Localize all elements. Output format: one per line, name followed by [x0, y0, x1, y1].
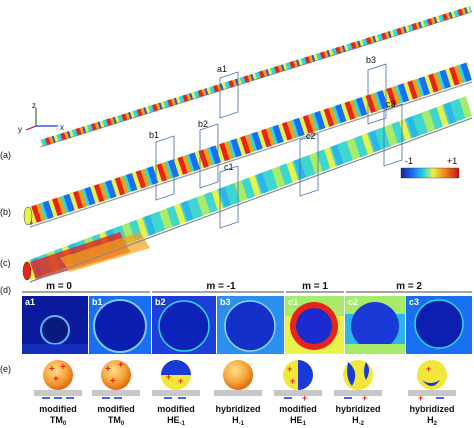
group-header-m1: m = 1 — [302, 281, 328, 292]
tile-c3 — [406, 296, 472, 354]
sketch-mode-2: + + + — [92, 360, 140, 399]
svg-text:+: + — [118, 360, 124, 371]
svg-text:+: + — [60, 362, 66, 373]
mode-caption-1-line2: TM0 — [50, 415, 67, 427]
axis-label-z: z — [32, 101, 36, 110]
svg-text:+: + — [105, 364, 111, 375]
svg-text:+: + — [53, 374, 59, 385]
mode-caption-7-line1: hybridized — [409, 404, 454, 414]
mode-caption-4-line1: hybridized — [215, 404, 260, 414]
svg-text:+: + — [178, 376, 183, 386]
plane-label-c2: c2 — [306, 131, 316, 141]
svg-text:+: + — [166, 372, 171, 382]
plane-label-b2: b2 — [198, 119, 208, 129]
svg-text:+: + — [49, 364, 55, 375]
mode-caption-6-line1: hybridized — [335, 404, 380, 414]
plane-label-c3: c3 — [386, 99, 396, 109]
tile-b1 — [89, 296, 151, 354]
tile-a1 — [22, 296, 88, 354]
plane-a1 — [219, 71, 239, 119]
panel-label-a: (a) — [0, 150, 11, 160]
plane-c2 — [299, 133, 319, 197]
tile-label-b1: b1 — [92, 297, 103, 307]
mode-caption-3-line2: HE-1 — [167, 415, 186, 427]
mode-caption-2-line1: modified — [97, 404, 135, 414]
fiber-b — [23, 62, 473, 228]
mode-caption-5-line1: modified — [279, 404, 317, 414]
sketch-mode-5: + + + — [274, 360, 322, 403]
mode-caption-2-line2: TM0 — [108, 415, 125, 427]
mode-caption-4-line2: H-1 — [232, 415, 244, 427]
svg-text:+: + — [362, 393, 367, 403]
panel-label-d: (d) — [0, 285, 11, 295]
tile-label-c3: c3 — [409, 297, 419, 307]
tile-label-a1: a1 — [25, 297, 35, 307]
svg-text:+: + — [290, 376, 295, 386]
sketch-mode-6: + — [334, 360, 382, 403]
cross-section-planes — [155, 63, 403, 229]
plane-c3 — [383, 103, 403, 167]
fiber-c — [22, 96, 473, 283]
mode-caption-3-line1: modified — [157, 404, 195, 414]
panel-label-b: (b) — [0, 207, 11, 217]
sketch-mode-7: + + — [408, 360, 456, 403]
plane-label-a1: a1 — [217, 64, 227, 74]
axis-label-x: x — [60, 123, 64, 132]
plane-b3 — [367, 63, 387, 125]
colorbar — [400, 167, 460, 179]
plane-b1 — [155, 135, 175, 201]
fiber-a — [39, 6, 473, 148]
group-header-m2: m = 2 — [396, 281, 422, 292]
tile-b2 — [152, 296, 216, 354]
tile-b3 — [217, 296, 284, 354]
mode-caption-6-line2: H-2 — [352, 415, 364, 427]
mode-captions: modified TM0 modified TM0 modified HE-1 … — [39, 404, 454, 427]
tile-c2 — [345, 296, 405, 354]
axis-label-y: y — [18, 125, 22, 134]
tile-label-c2: c2 — [348, 297, 358, 307]
coordinate-axes-icon — [25, 108, 58, 131]
panel-label-c: (c) — [0, 258, 11, 268]
mode-caption-5-line2: HE1 — [290, 415, 307, 427]
charge-sketches: + + + + + + + + — [34, 360, 456, 403]
tile-label-c1: c1 — [288, 297, 298, 307]
svg-text:+: + — [287, 364, 292, 374]
sketch-mode-1: + + + — [34, 360, 82, 399]
svg-text:+: + — [110, 376, 116, 387]
tile-label-b2: b2 — [155, 297, 166, 307]
colorbar-min-label: -1 — [405, 156, 413, 166]
plane-label-b3: b3 — [366, 55, 376, 65]
plane-label-c1: c1 — [224, 162, 234, 172]
panel-label-e: (e) — [0, 364, 11, 374]
svg-text:+: + — [426, 364, 431, 374]
sketch-mode-3: + + — [152, 360, 200, 399]
mode-caption-7-line2: H2 — [427, 415, 438, 427]
svg-text:+: + — [418, 393, 423, 403]
sketch-mode-4 — [214, 360, 262, 396]
mode-caption-1-line1: modified — [39, 404, 77, 414]
tile-c1 — [285, 296, 344, 354]
plane-b2 — [199, 123, 219, 189]
colorbar-max-label: +1 — [447, 156, 457, 166]
group-header-m0: m = 0 — [46, 281, 72, 292]
tile-label-b3: b3 — [220, 297, 231, 307]
plane-c1 — [219, 165, 239, 229]
group-header-m-1: m = -1 — [206, 281, 236, 292]
svg-text:+: + — [302, 393, 307, 403]
plane-label-b1: b1 — [149, 130, 159, 140]
